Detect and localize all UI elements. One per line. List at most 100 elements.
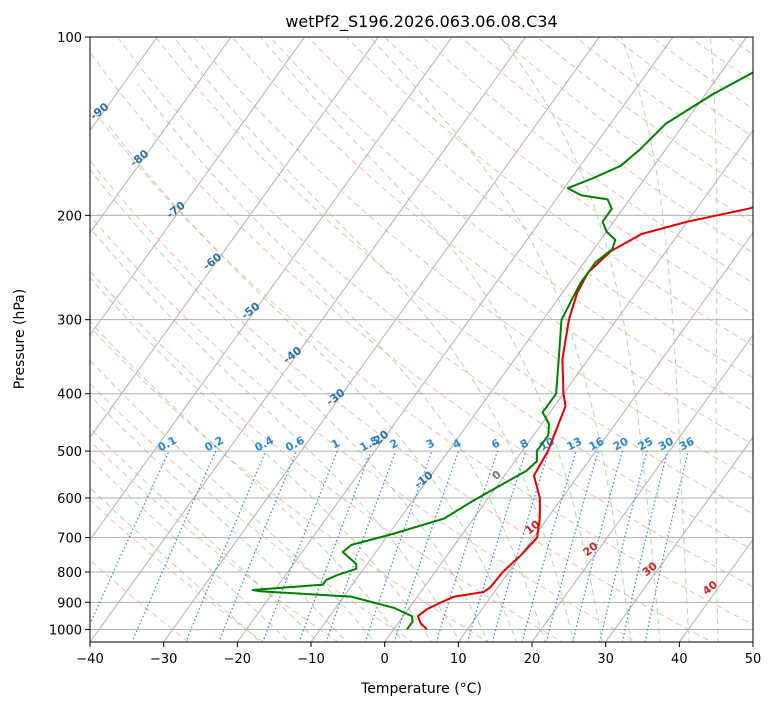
mixing-ratio-line: [393, 450, 460, 642]
dry-adiabat: [345, 37, 753, 347]
isotherm-line: [752, 641, 753, 642]
moist-adiabat: [90, 320, 404, 642]
moist-adiabat: [90, 457, 290, 642]
x-tick-label: 30: [597, 652, 614, 667]
dry-adiabat: [90, 214, 639, 642]
moist-adiabat-label: 20: [581, 539, 601, 559]
y-tick-label: 800: [57, 566, 82, 581]
x-tick-label: −40: [76, 652, 103, 667]
mixing-ratio-line: [644, 450, 689, 642]
dry-adiabat: [90, 51, 753, 588]
mixing-ratio-line: [491, 450, 550, 642]
dry-adiabat: [612, 37, 753, 138]
y-tick-label: 300: [57, 314, 82, 329]
mixing-ratio-line: [621, 450, 669, 642]
isotherm-label: -70: [164, 199, 188, 222]
mixing-ratio-line: [364, 450, 433, 642]
isotherm-line: [90, 37, 232, 234]
mixing-ratio-label: 13: [565, 435, 585, 454]
isotherm-line: [90, 37, 306, 336]
x-tick-label: 20: [524, 652, 541, 667]
y-axis-label: Pressure (hPa): [12, 289, 28, 389]
y-axis-ticks: 100 200 300 400 500 600 700 800 900 1000: [49, 31, 90, 638]
x-tick-label: 0: [381, 652, 389, 667]
mixing-ratio-label: 3: [424, 436, 437, 451]
mixing-ratio-label: 30: [656, 435, 676, 454]
x-tick-label: −20: [224, 652, 251, 667]
moist-adiabat: [709, 37, 719, 642]
dry-adiabat: [231, 37, 753, 445]
dry-adiabat: [90, 326, 489, 642]
dry-adiabat: [650, 37, 753, 110]
dry-adiabat: [90, 105, 753, 626]
isotherm-line: [236, 37, 674, 642]
mixing-ratio-line: [545, 450, 599, 642]
dry-adiabat: [727, 37, 753, 55]
x-tick-label: 50: [745, 652, 762, 667]
dry-adiabat: [269, 37, 753, 412]
moist-adiabat: [90, 486, 262, 642]
isotherm-label: -30: [324, 386, 348, 409]
y-tick-label: 400: [57, 388, 82, 403]
dry-adiabat: [90, 270, 564, 642]
moist-adiabat: [90, 359, 376, 642]
moist-adiabat: [90, 227, 461, 642]
isotherm-line: [90, 37, 158, 132]
mixing-ratio-line: [599, 450, 648, 642]
dry-adiabat: [193, 37, 753, 480]
moist-adiabat: [90, 277, 433, 642]
dry-adiabat: [116, 37, 753, 551]
x-tick-label: 40: [671, 652, 688, 667]
y-tick-label: 200: [57, 209, 82, 224]
mixing-ratio-line: [572, 450, 623, 642]
background-lines: [90, 37, 753, 642]
mixing-ratio-line: [435, 450, 498, 642]
isotherm-line: [384, 129, 753, 642]
x-tick-label: 10: [450, 652, 467, 667]
isotherm-line: [531, 334, 753, 642]
moist-adiabat: [90, 394, 348, 642]
mixing-ratio-line: [521, 450, 577, 642]
dry-adiabat: [536, 37, 753, 195]
isotherm-line: [90, 37, 527, 642]
mixing-ratio-line: [185, 450, 267, 642]
isotherm-line: [90, 37, 379, 439]
y-tick-label: 1000: [49, 623, 82, 638]
mixing-ratio-label: 1: [329, 436, 342, 451]
dry-adiabat: [460, 37, 753, 254]
dry-adiabat: [421, 37, 753, 284]
dry-adiabat: [688, 37, 753, 83]
dewpoint-line: [251, 71, 753, 630]
temperature-line: [416, 206, 753, 631]
y-tick-label: 900: [57, 596, 82, 611]
mixing-ratio-label: 6: [489, 436, 502, 451]
moist-adiabat: [90, 427, 319, 642]
mixing-ratio-label: 25: [636, 435, 656, 454]
moist-adiabat-label: 40: [700, 578, 720, 598]
mixing-ratio-line: [466, 450, 527, 642]
moist-adiabat: [260, 37, 603, 642]
moist-adiabat-label: 30: [640, 559, 660, 579]
isotherm-line: [163, 37, 600, 642]
dry-adiabat: [154, 37, 753, 515]
isotherm-label: -80: [128, 147, 152, 170]
moist-adiabat: [369, 37, 632, 642]
moist-adiabat: [137, 83, 546, 642]
isotherm-label: -50: [239, 299, 263, 322]
dry-adiabat: [90, 499, 265, 642]
x-tick-label: −10: [297, 652, 324, 667]
dry-adiabat: [90, 440, 340, 642]
mixing-ratio-label: 8: [518, 436, 531, 451]
y-tick-label: 100: [57, 31, 82, 46]
x-tick-label: −30: [150, 652, 177, 667]
x-axis-label: Temperature (°C): [360, 681, 482, 697]
mixing-ratio-line: [218, 450, 298, 642]
y-tick-label: 500: [57, 445, 82, 460]
moist-adiabat-label: 0: [490, 468, 504, 483]
y-tick-label: 600: [57, 492, 82, 507]
mixing-ratio-line: [262, 450, 338, 642]
moist-adiabat: [173, 37, 575, 642]
moist-adiabat: [499, 37, 661, 642]
sounding-series: [251, 71, 753, 631]
isotherm-line: [605, 436, 753, 642]
